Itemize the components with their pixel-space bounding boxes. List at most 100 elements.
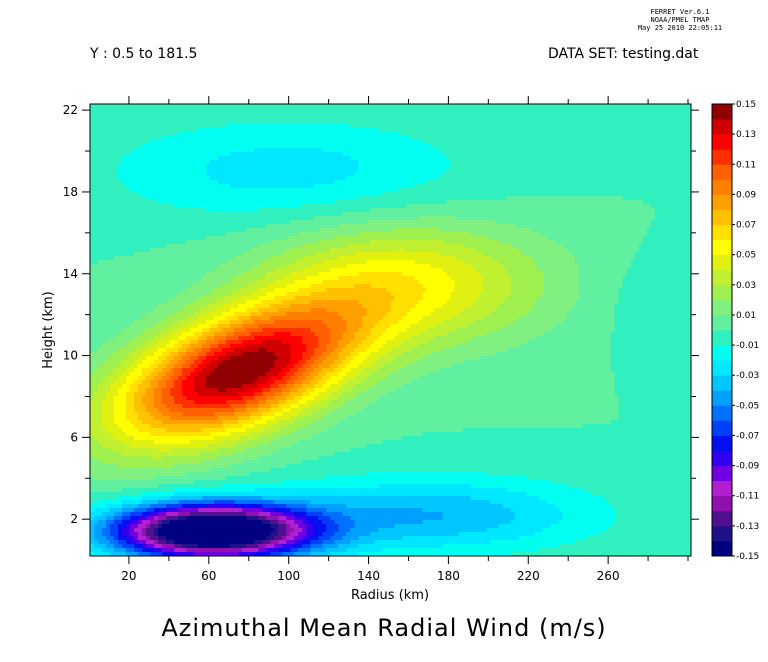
contour-cell (570, 216, 576, 221)
contour-cell (498, 184, 504, 189)
contour-cell (562, 104, 568, 109)
contour-cell (346, 184, 352, 189)
contour-cell (106, 144, 111, 149)
contour-cell (406, 172, 412, 177)
contour-cell (530, 140, 536, 145)
contour-cell (614, 140, 620, 145)
contour-cell (598, 208, 604, 213)
contour-cell (450, 208, 456, 213)
contour-cell (138, 224, 143, 229)
contour-cell (670, 192, 676, 197)
contour-cell (154, 176, 159, 181)
contour-cell (418, 200, 424, 205)
contour-cell (294, 208, 299, 213)
contour-cell (354, 232, 360, 237)
contour-cell (514, 156, 520, 161)
contour-cell (286, 196, 291, 201)
contour-cell (426, 212, 432, 217)
contour-cell (598, 184, 604, 189)
contour-cell (334, 208, 340, 213)
contour-cell (642, 200, 648, 205)
contour-cell (182, 176, 187, 181)
contour-cell (598, 120, 604, 125)
contour-cell (458, 212, 464, 217)
contour-cell (406, 124, 412, 129)
contour-cell (102, 228, 107, 233)
contour-cell (382, 196, 388, 201)
contour-cell (286, 164, 291, 169)
contour-cell (470, 216, 476, 221)
contour-cell (530, 112, 536, 117)
contour-cell (662, 140, 668, 145)
contour-cell (134, 104, 139, 109)
contour-cell (306, 224, 311, 229)
contour-cell (294, 224, 299, 229)
contour-cell (434, 220, 440, 225)
contour-cell (514, 176, 520, 181)
contour-cell (594, 136, 600, 141)
contour-cell (446, 196, 452, 201)
contour-cell (194, 148, 199, 153)
contour-cell (498, 204, 504, 209)
contour-cell (398, 104, 404, 109)
contour-cell (114, 224, 119, 229)
contour-cell (90, 132, 95, 137)
contour-cell (686, 220, 691, 225)
contour-cell (394, 108, 400, 113)
contour-cell (634, 148, 640, 153)
contour-cell (306, 140, 311, 145)
contour-cell (262, 176, 267, 181)
plot-area (90, 104, 691, 556)
contour-cell (574, 168, 580, 173)
contour-cell (654, 136, 660, 141)
contour-cell (126, 132, 131, 137)
contour-cell (678, 212, 684, 217)
contour-cell (538, 204, 544, 209)
contour-cell (610, 200, 616, 205)
contour-cell (502, 164, 508, 169)
contour-cell (262, 208, 267, 213)
contour-cell (158, 180, 163, 185)
contour-cell (566, 204, 572, 209)
contour-cell (638, 208, 644, 213)
contour-cell (146, 108, 151, 113)
contour-cell (550, 112, 556, 117)
contour-cell (606, 224, 612, 229)
contour-cell (238, 176, 243, 181)
contour-cell (166, 180, 171, 185)
contour-cell (98, 136, 103, 141)
contour-cell (554, 132, 560, 137)
contour-cell (682, 112, 688, 117)
contour-cell (614, 108, 620, 113)
contour-cell (554, 208, 560, 213)
contour-cell (454, 156, 460, 161)
contour-cell (458, 156, 464, 161)
contour-cell (198, 180, 203, 185)
contour-cell (334, 172, 340, 177)
contour-cell (114, 176, 119, 181)
contour-cell (574, 152, 580, 157)
contour-cell (510, 224, 516, 229)
contour-cell (106, 200, 111, 205)
contour-cell (602, 184, 608, 189)
contour-cell (98, 192, 103, 197)
contour-cell (342, 120, 348, 125)
contour-cell (606, 192, 612, 197)
contour-cell (658, 188, 664, 193)
contour-cell (578, 176, 584, 181)
contour-cell (190, 112, 195, 117)
contour-cell (130, 168, 135, 173)
contour-cell (126, 236, 131, 241)
contour-cell (186, 172, 191, 177)
contour-cell (426, 204, 432, 209)
contour-cell (246, 176, 251, 181)
contour-cell (394, 180, 400, 185)
contour-cell (538, 196, 544, 201)
contour-cell (586, 132, 592, 137)
contour-cell (486, 208, 492, 213)
contour-cell (650, 212, 656, 217)
contour-cell (98, 184, 103, 189)
contour-cell (414, 140, 420, 145)
contour-cell (586, 208, 592, 213)
contour-cell (538, 104, 544, 109)
